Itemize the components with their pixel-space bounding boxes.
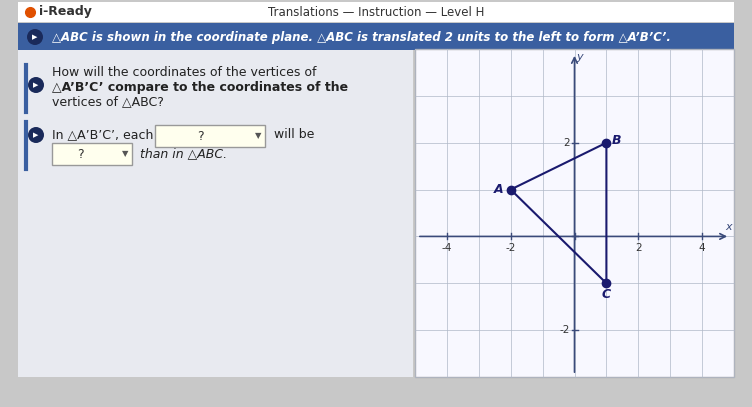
Text: ▼: ▼ xyxy=(255,131,261,140)
Text: In △A’B’C’, each: In △A’B’C’, each xyxy=(52,129,153,142)
Text: -4: -4 xyxy=(441,243,452,254)
Text: ?: ? xyxy=(197,129,203,142)
Text: Translations — Instruction — Level H: Translations — Instruction — Level H xyxy=(268,6,484,18)
Bar xyxy=(415,49,734,377)
Text: ?: ? xyxy=(77,147,83,160)
Text: i-Ready: i-Ready xyxy=(39,6,92,18)
Text: 4: 4 xyxy=(699,243,705,254)
Text: △ABC is shown in the coordinate plane. △ABC is translated 2 units to the left to: △ABC is shown in the coordinate plane. △… xyxy=(52,31,671,44)
Text: will be: will be xyxy=(274,129,314,142)
Text: -2: -2 xyxy=(559,325,569,335)
Text: -2: -2 xyxy=(505,243,516,254)
Circle shape xyxy=(28,77,44,93)
Bar xyxy=(18,2,734,22)
Circle shape xyxy=(27,29,43,45)
Text: 2: 2 xyxy=(563,138,569,148)
Text: 2: 2 xyxy=(635,243,641,254)
Text: x: x xyxy=(726,223,732,232)
Text: y: y xyxy=(576,52,583,62)
Text: ▼: ▼ xyxy=(122,149,129,158)
Circle shape xyxy=(28,127,44,143)
Text: △A’B’C’ compare to the coordinates of the: △A’B’C’ compare to the coordinates of th… xyxy=(52,81,348,94)
Text: vertices of △ABC?: vertices of △ABC? xyxy=(52,96,164,109)
Text: ▶: ▶ xyxy=(32,34,38,40)
Text: A: A xyxy=(494,183,504,196)
Bar xyxy=(52,143,132,165)
Bar xyxy=(155,125,265,147)
Text: ▶: ▶ xyxy=(33,82,38,88)
Text: How will the coordinates of the vertices of: How will the coordinates of the vertices… xyxy=(52,66,317,79)
Text: ▶: ▶ xyxy=(33,132,38,138)
Text: C: C xyxy=(602,288,611,301)
Text: than in △ABC.: than in △ABC. xyxy=(140,147,227,160)
Bar xyxy=(18,23,734,50)
Text: B: B xyxy=(611,134,621,147)
Bar xyxy=(18,50,413,377)
